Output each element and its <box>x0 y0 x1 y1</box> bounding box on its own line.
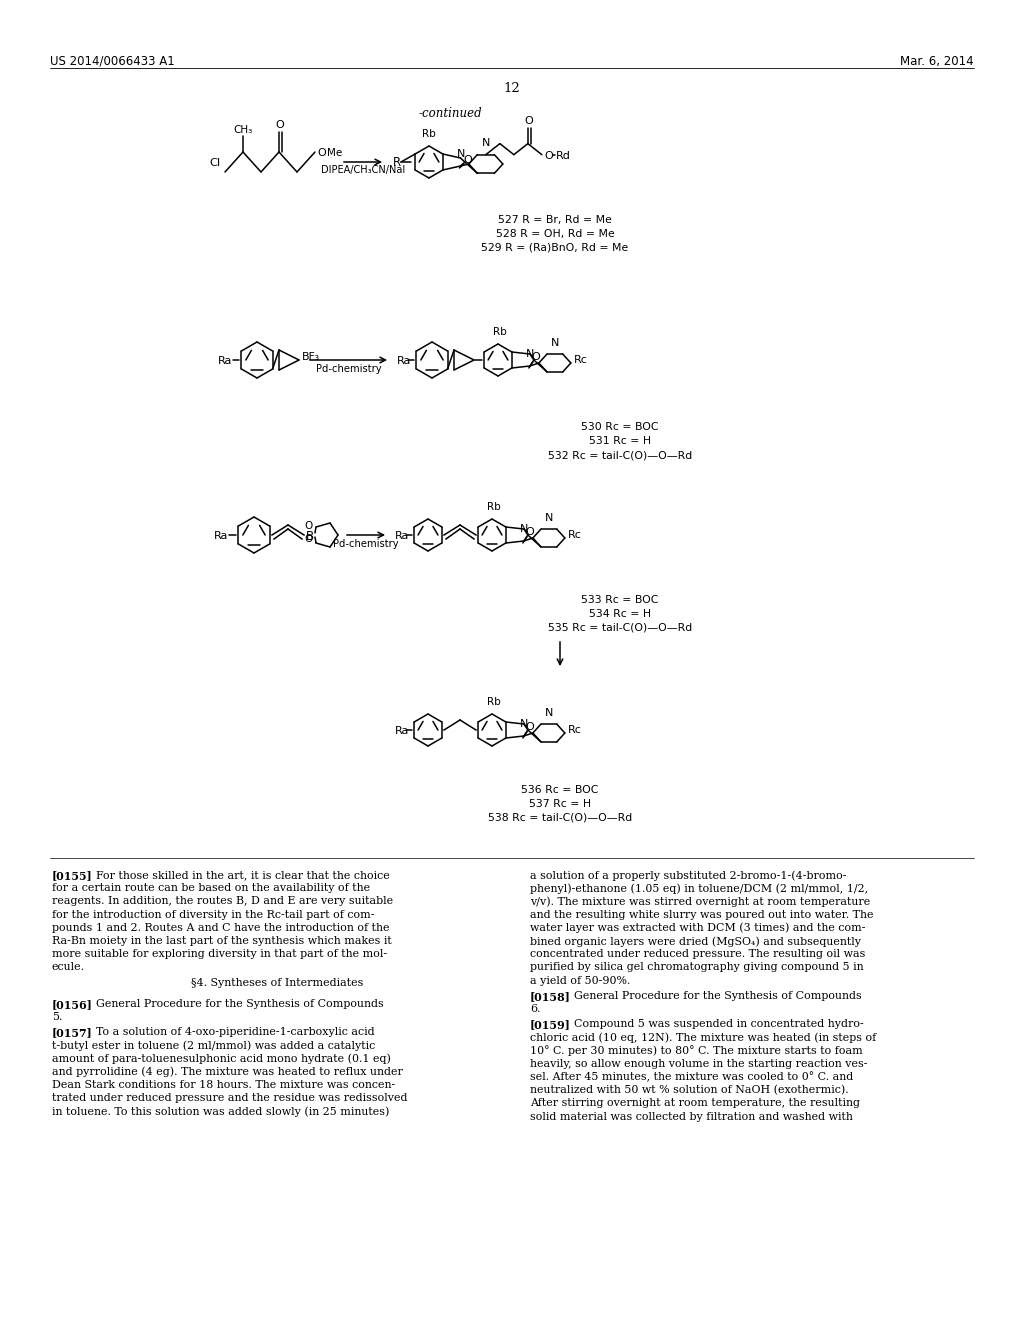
Text: 531 Rc = H: 531 Rc = H <box>589 436 651 446</box>
Text: General Procedure for the Synthesis of Compounds: General Procedure for the Synthesis of C… <box>96 999 384 1008</box>
Text: Cl: Cl <box>209 158 220 168</box>
Text: 10° C. per 30 minutes) to 80° C. The mixture starts to foam: 10° C. per 30 minutes) to 80° C. The mix… <box>530 1045 863 1056</box>
Text: O: O <box>305 535 313 544</box>
Text: purified by silica gel chromatography giving compound 5 in: purified by silica gel chromatography gi… <box>530 962 863 973</box>
Text: amount of para-toluenesulphonic acid mono hydrate (0.1 eq): amount of para-toluenesulphonic acid mon… <box>52 1053 391 1064</box>
Text: heavily, so allow enough volume in the starting reaction ves-: heavily, so allow enough volume in the s… <box>530 1059 867 1069</box>
Text: chloric acid (10 eq, 12N). The mixture was heated (in steps of: chloric acid (10 eq, 12N). The mixture w… <box>530 1032 877 1043</box>
Text: [0156]: [0156] <box>52 999 93 1010</box>
Text: O: O <box>524 116 534 125</box>
Text: BF₃: BF₃ <box>302 352 319 362</box>
Text: reagents. In addition, the routes B, D and E are very suitable: reagents. In addition, the routes B, D a… <box>52 896 393 907</box>
Text: N: N <box>458 149 466 158</box>
Text: 5.: 5. <box>52 1012 62 1022</box>
Text: Mar. 6, 2014: Mar. 6, 2014 <box>900 55 974 69</box>
Text: v/v). The mixture was stirred overnight at room temperature: v/v). The mixture was stirred overnight … <box>530 896 870 907</box>
Text: DIPEA/CH₃CN/NaI: DIPEA/CH₃CN/NaI <box>321 165 406 176</box>
Text: 529 R = (Ra)BnO, Rd = Me: 529 R = (Ra)BnO, Rd = Me <box>481 243 629 253</box>
Text: N: N <box>519 524 528 535</box>
Text: O: O <box>275 120 285 129</box>
Text: O: O <box>526 722 535 733</box>
Text: a yield of 50-90%.: a yield of 50-90%. <box>530 975 631 986</box>
Text: Ra: Ra <box>395 726 410 737</box>
Text: Rc: Rc <box>568 725 582 735</box>
Text: 6.: 6. <box>530 1005 541 1014</box>
Text: Pd-chemistry: Pd-chemistry <box>333 539 398 549</box>
Text: ecule.: ecule. <box>52 962 85 973</box>
Text: 534 Rc = H: 534 Rc = H <box>589 609 651 619</box>
Text: Rc: Rc <box>568 531 582 540</box>
Text: Ra: Ra <box>397 356 412 366</box>
Text: concentrated under reduced pressure. The resulting oil was: concentrated under reduced pressure. The… <box>530 949 865 960</box>
Text: US 2014/0066433 A1: US 2014/0066433 A1 <box>50 55 175 69</box>
Text: 532 Rc = tail-C(O)—O—Rd: 532 Rc = tail-C(O)—O—Rd <box>548 450 692 459</box>
Text: CH₃: CH₃ <box>233 125 253 135</box>
Text: N: N <box>519 719 528 729</box>
Text: O: O <box>531 352 541 362</box>
Text: General Procedure for the Synthesis of Compounds: General Procedure for the Synthesis of C… <box>574 991 862 1001</box>
Text: 12: 12 <box>504 82 520 95</box>
Text: Ra-Bn moiety in the last part of the synthesis which makes it: Ra-Bn moiety in the last part of the syn… <box>52 936 392 946</box>
Text: t-butyl ester in toluene (2 ml/mmol) was added a catalytic: t-butyl ester in toluene (2 ml/mmol) was… <box>52 1040 375 1051</box>
Text: sel. After 45 minutes, the mixture was cooled to 0° C. and: sel. After 45 minutes, the mixture was c… <box>530 1072 853 1082</box>
Text: a solution of a properly substituted 2-bromo-1-(4-bromo-: a solution of a properly substituted 2-b… <box>530 870 847 880</box>
Text: and pyrrolidine (4 eg). The mixture was heated to reflux under: and pyrrolidine (4 eg). The mixture was … <box>52 1067 402 1077</box>
Text: pounds 1 and 2. Routes A and C have the introduction of the: pounds 1 and 2. Routes A and C have the … <box>52 923 389 933</box>
Text: N: N <box>545 513 553 523</box>
Text: [0158]: [0158] <box>530 991 570 1002</box>
Text: [0155]: [0155] <box>52 870 93 880</box>
Text: Dean Stark conditions for 18 hours. The mixture was concen-: Dean Stark conditions for 18 hours. The … <box>52 1080 395 1090</box>
Text: 527 R = Br, Rd = Me: 527 R = Br, Rd = Me <box>498 215 612 224</box>
Text: solid material was collected by filtration and washed with: solid material was collected by filtrati… <box>530 1111 853 1122</box>
Text: Compound 5 was suspended in concentrated hydro-: Compound 5 was suspended in concentrated… <box>574 1019 864 1030</box>
Text: water layer was extracted with DCM (3 times) and the com-: water layer was extracted with DCM (3 ti… <box>530 923 865 933</box>
Text: Ra: Ra <box>214 531 228 541</box>
Text: [0159]: [0159] <box>530 1019 570 1030</box>
Text: 533 Rc = BOC: 533 Rc = BOC <box>582 595 658 605</box>
Text: for a certain route can be based on the availability of the: for a certain route can be based on the … <box>52 883 370 894</box>
Text: Rb: Rb <box>494 327 507 337</box>
Text: For those skilled in the art, it is clear that the choice: For those skilled in the art, it is clea… <box>96 870 390 880</box>
Text: B: B <box>306 529 314 543</box>
Text: O: O <box>464 154 472 165</box>
Text: R: R <box>393 157 401 169</box>
Text: O: O <box>317 148 326 158</box>
Text: -continued: -continued <box>419 107 482 120</box>
Text: in toluene. To this solution was added slowly (in 25 minutes): in toluene. To this solution was added s… <box>52 1106 389 1117</box>
Text: 535 Rc = tail-C(O)—O—Rd: 535 Rc = tail-C(O)—O—Rd <box>548 623 692 634</box>
Text: N: N <box>551 338 559 348</box>
Text: Rb: Rb <box>422 129 436 139</box>
Text: 528 R = OH, Rd = Me: 528 R = OH, Rd = Me <box>496 228 614 239</box>
Text: After stirring overnight at room temperature, the resulting: After stirring overnight at room tempera… <box>530 1098 860 1109</box>
Text: [0157]: [0157] <box>52 1027 93 1039</box>
Text: 537 Rc = H: 537 Rc = H <box>529 799 591 809</box>
Text: 536 Rc = BOC: 536 Rc = BOC <box>521 785 599 795</box>
Text: trated under reduced pressure and the residue was redissolved: trated under reduced pressure and the re… <box>52 1093 408 1104</box>
Text: N: N <box>545 709 553 718</box>
Text: Ra: Ra <box>395 531 410 541</box>
Text: Rb: Rb <box>487 697 501 708</box>
Text: N: N <box>525 348 535 359</box>
Text: O: O <box>305 521 313 531</box>
Text: for the introduction of diversity in the Rc-tail part of com-: for the introduction of diversity in the… <box>52 909 375 920</box>
Text: N: N <box>481 137 490 148</box>
Text: and the resulting white slurry was poured out into water. The: and the resulting white slurry was poure… <box>530 909 873 920</box>
Text: bined organic layers were dried (MgSO₄) and subsequently: bined organic layers were dried (MgSO₄) … <box>530 936 861 946</box>
Text: neutralized with 50 wt % solution of NaOH (exothermic).: neutralized with 50 wt % solution of NaO… <box>530 1085 849 1096</box>
Text: §4. Syntheses of Intermediates: §4. Syntheses of Intermediates <box>190 978 364 987</box>
Text: phenyl)-ethanone (1.05 eq) in toluene/DCM (2 ml/mmol, 1/2,: phenyl)-ethanone (1.05 eq) in toluene/DC… <box>530 883 868 894</box>
Text: Rc: Rc <box>573 355 588 366</box>
Text: To a solution of 4-oxo-piperidine-1-carboxylic acid: To a solution of 4-oxo-piperidine-1-carb… <box>96 1027 375 1038</box>
Text: Rd: Rd <box>556 150 570 161</box>
Text: O: O <box>526 527 535 537</box>
Text: more suitable for exploring diversity in that part of the mol-: more suitable for exploring diversity in… <box>52 949 387 960</box>
Text: Ra: Ra <box>218 356 232 366</box>
Text: Rb: Rb <box>487 502 501 512</box>
Text: O: O <box>545 150 554 161</box>
Text: Pd-chemistry: Pd-chemistry <box>315 364 381 374</box>
Text: Me: Me <box>327 148 342 158</box>
Text: 530 Rc = BOC: 530 Rc = BOC <box>582 422 658 432</box>
Text: 538 Rc = tail-C(O)—O—Rd: 538 Rc = tail-C(O)—O—Rd <box>487 813 632 822</box>
